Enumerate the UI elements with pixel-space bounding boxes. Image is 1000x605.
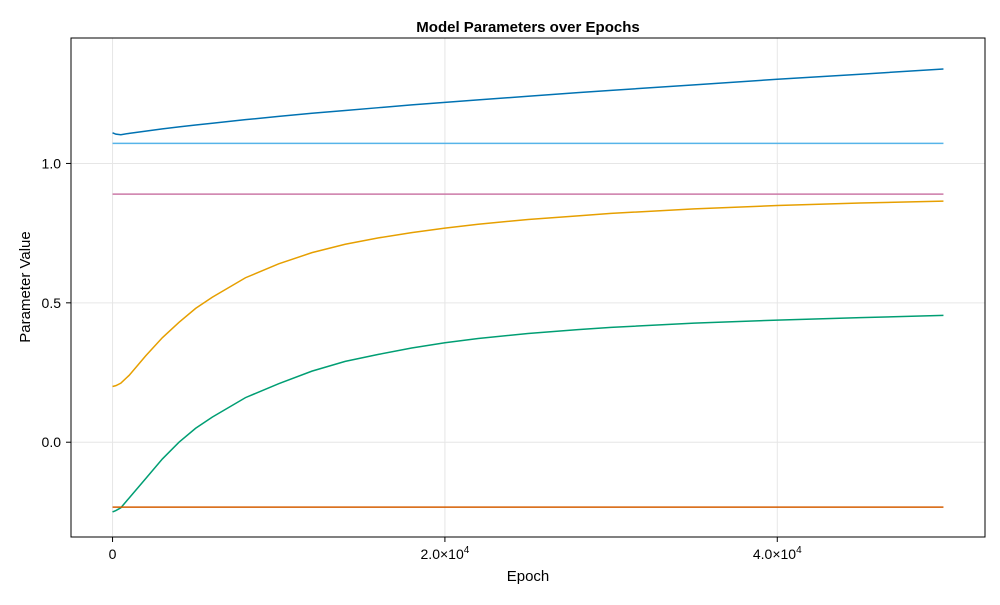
grid-lines bbox=[71, 38, 985, 537]
x-tick-exponent: 4 bbox=[796, 545, 802, 556]
x-axis-label: Epoch bbox=[507, 568, 550, 585]
y-axis-label: Parameter Value bbox=[17, 231, 34, 342]
series-line-1 bbox=[112, 68, 944, 136]
x-tick-label: 0 bbox=[109, 546, 117, 562]
chart-title: Model Parameters over Epochs bbox=[416, 19, 639, 36]
x-tick-label: 4.0×104 bbox=[753, 545, 802, 562]
plot-frame bbox=[70, 37, 986, 538]
axis-ticks: 0 2.0×104 4.0×104 0.0 0.5 1.0 bbox=[42, 155, 803, 562]
x-tick-exponent: 4 bbox=[464, 545, 470, 556]
series-line-4 bbox=[112, 200, 944, 388]
y-tick-label: 1.0 bbox=[42, 155, 62, 171]
y-tick-label: 0.0 bbox=[42, 434, 62, 450]
y-tick-label: 0.5 bbox=[42, 295, 62, 311]
x-tick-label: 2.0×104 bbox=[421, 545, 470, 562]
series-line-5 bbox=[112, 314, 944, 513]
series-lines bbox=[112, 68, 944, 513]
